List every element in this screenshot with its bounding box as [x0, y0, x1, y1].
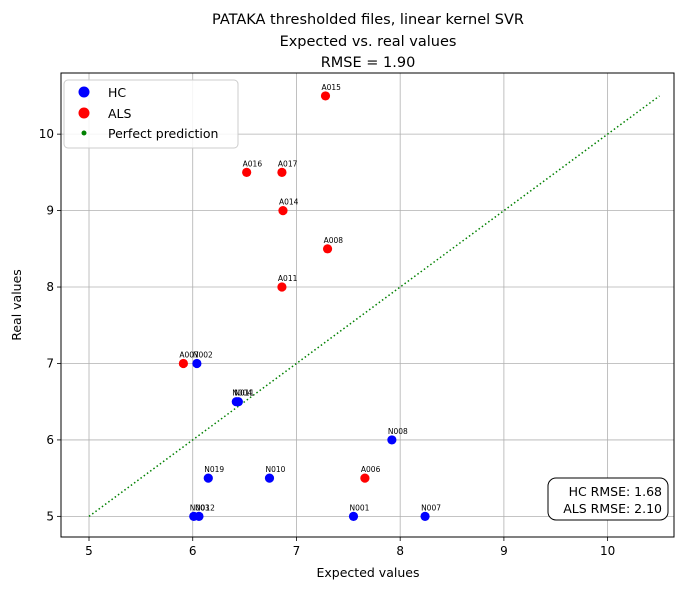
point-label-n007: N007	[421, 503, 441, 512]
chart-title-line-1: PATAKA thresholded files, linear kernel …	[212, 12, 524, 28]
plot-frame	[60, 72, 675, 538]
x-tick-label: 10	[600, 544, 615, 558]
point-label-n002: N002	[193, 350, 213, 359]
point-label-n003: N003	[190, 503, 210, 512]
chart-title-line-3: RMSE = 1.90	[321, 55, 416, 71]
point-label-a017: A017	[278, 159, 298, 168]
point-als-a007	[178, 358, 188, 369]
point-label-a006: A006	[361, 465, 381, 474]
rmse-als: ALS RMSE: 2.10	[563, 501, 662, 516]
point-label-a014: A014	[279, 198, 299, 207]
point-als-a008	[322, 244, 333, 254]
point-label-n010: N010	[265, 465, 285, 474]
point-als-a016	[242, 167, 252, 177]
y-tick-label: 9	[46, 204, 54, 218]
x-tick-label: 8	[396, 544, 404, 558]
point-hc-n008	[387, 435, 397, 445]
point-label-a015: A015	[321, 83, 341, 92]
y-tick-label: 5	[46, 509, 54, 523]
y-axis-label: Real values	[9, 269, 24, 341]
point-als-a014	[278, 205, 288, 216]
x-axis-label: Expected values	[317, 565, 420, 580]
point-hc-n011	[233, 397, 243, 407]
legend-label-hc: HC	[108, 85, 126, 100]
legend-box	[63, 79, 239, 149]
point-hc-n007	[420, 511, 430, 521]
point-hc-n019	[203, 473, 213, 483]
rmse-annotation-box	[547, 477, 669, 521]
y-tick-label: 7	[46, 356, 54, 370]
point-hc-n002	[192, 358, 202, 369]
data-points	[178, 91, 430, 521]
x-tick-label: 9	[500, 544, 508, 558]
point-label-n001: N001	[349, 503, 369, 512]
rmse-hc: HC RMSE: 1.68	[569, 484, 662, 499]
chart-title-line-2: Expected vs. real values	[280, 34, 457, 50]
perfect-prediction-line	[88, 95, 660, 517]
point-label-a016: A016	[243, 159, 263, 168]
point-hc-n001	[348, 511, 359, 521]
legend-marker-als	[78, 107, 90, 119]
x-tick-label: 7	[293, 544, 301, 558]
legend-marker-perfect	[81, 130, 87, 136]
point-label-n008: N008	[388, 427, 408, 436]
point-als-a006	[360, 473, 370, 483]
point-hc-n010	[264, 473, 275, 483]
x-tick-label: 6	[189, 544, 197, 558]
y-axis-ticks: 5 6 7 8 9 10	[39, 127, 61, 523]
point-als-a015	[320, 91, 331, 101]
point-label-a007: A007	[179, 350, 199, 359]
point-als-a017	[277, 167, 287, 177]
point-als-a011	[277, 282, 287, 292]
point-label-a011: A011	[278, 274, 298, 283]
point-hc-n012	[194, 511, 204, 521]
y-tick-label: 8	[46, 280, 54, 294]
y-tick-label: 6	[46, 433, 54, 447]
legend-label-als: ALS	[108, 106, 132, 121]
y-tick-label: 10	[39, 127, 54, 141]
point-label-n012: N012	[195, 503, 215, 512]
x-axis-ticks: 5 6 7 8 9 10	[85, 537, 615, 558]
legend: HC ALS Perfect prediction	[63, 79, 239, 149]
point-label-a008: A008	[324, 236, 344, 245]
chart-title: PATAKA thresholded files, linear kernel …	[212, 12, 524, 71]
point-label-n011: N011	[234, 389, 254, 398]
point-label-n004: N004	[232, 389, 252, 398]
legend-marker-hc	[78, 86, 90, 98]
x-tick-label: 5	[85, 544, 93, 558]
point-label-n019: N019	[204, 465, 224, 474]
legend-label-perfect: Perfect prediction	[108, 126, 218, 141]
perfect-prediction-segment	[88, 95, 660, 517]
rmse-annotation: HC RMSE: 1.68 ALS RMSE: 2.10	[547, 477, 669, 521]
